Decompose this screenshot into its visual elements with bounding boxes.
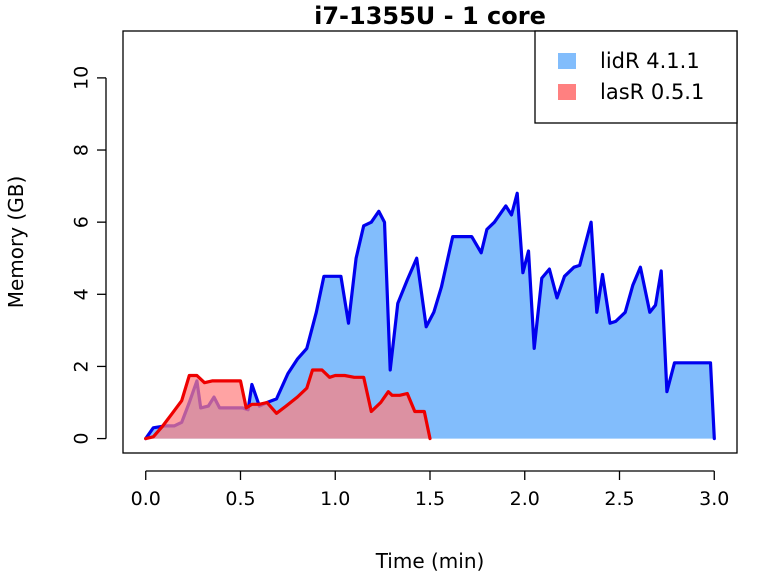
y-axis-label: Memory (GB) [4, 176, 28, 309]
x-tick-label: 3.0 [699, 488, 729, 510]
axes: 0.0 0.5 1.0 1.5 2.0 2.5 3.0 0 2 4 6 8 10 [71, 66, 730, 510]
y-tick-label: 0 [71, 433, 93, 445]
plot-border [122, 30, 738, 454]
legend: lidR 4.1.1 lasR 0.5.1 [534, 30, 738, 124]
x-tick-label: 0.5 [225, 488, 255, 510]
x-tick-label: 2.5 [604, 488, 634, 510]
x-tick-label: 0.0 [131, 488, 161, 510]
y-tick-label: 10 [71, 66, 93, 90]
series-area-1 [145, 370, 430, 439]
legend-label-0: lidR 4.1.1 [600, 49, 700, 73]
x-tick-label: 1.0 [320, 488, 350, 510]
y-tick-label: 6 [71, 216, 93, 228]
chart-title: i7-1355U - 1 core [314, 2, 546, 30]
legend-swatch-1 [558, 84, 576, 100]
plot-area [144, 191, 716, 441]
x-tick-label: 2.0 [510, 488, 540, 510]
y-tick-label: 2 [71, 360, 93, 372]
legend-swatch-0 [558, 53, 576, 69]
x-tick-label: 1.5 [415, 488, 445, 510]
legend-box [534, 30, 738, 124]
y-tick-label: 4 [71, 288, 93, 300]
x-axis-label: Time (min) [375, 549, 485, 573]
y-tick-label: 8 [71, 144, 93, 156]
legend-label-1: lasR 0.5.1 [600, 80, 704, 104]
series-line-1 [144, 368, 432, 441]
